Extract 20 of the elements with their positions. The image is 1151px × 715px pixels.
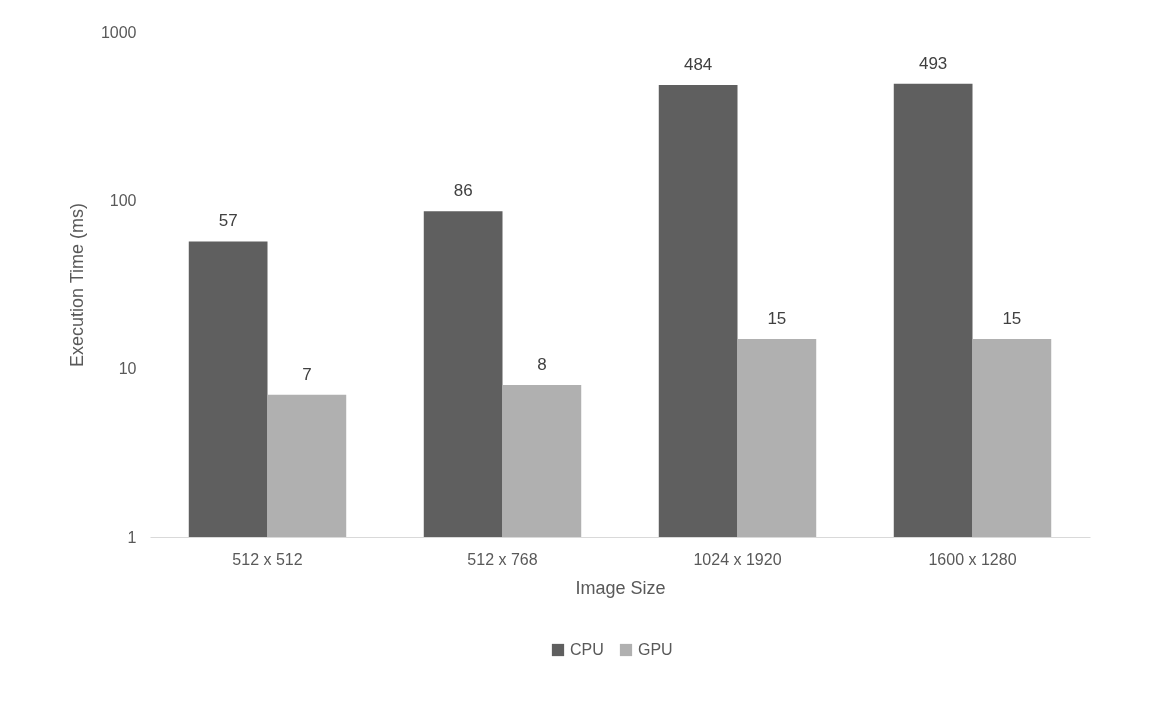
data-label: 493 (918, 53, 948, 73)
data-label: 484 (683, 55, 713, 75)
y-tick-label: 1 (127, 528, 137, 546)
x-tick-label: 512 x 512 (232, 550, 303, 568)
x-tick-label: 1024 x 1920 (693, 550, 782, 568)
x-tick-label: 512 x 768 (467, 550, 538, 568)
x-tick-label: 1600 x 1280 (928, 550, 1017, 568)
data-label: 86 (453, 181, 473, 201)
data-label: 57 (218, 211, 238, 231)
y-tick-label: 1000 (100, 23, 137, 41)
y-tick-label: 100 (109, 191, 137, 209)
data-label: 15 (1002, 309, 1022, 329)
y-axis-title: Execution Time (ms) (66, 202, 87, 368)
data-label: 7 (302, 364, 312, 384)
legend-label: CPU (570, 641, 604, 658)
legend-label: GPU (638, 641, 673, 658)
x-axis-title: Image Size (575, 577, 666, 598)
data-label: 15 (767, 309, 787, 329)
data-label: 8 (537, 354, 547, 374)
y-tick-label: 10 (118, 360, 137, 378)
